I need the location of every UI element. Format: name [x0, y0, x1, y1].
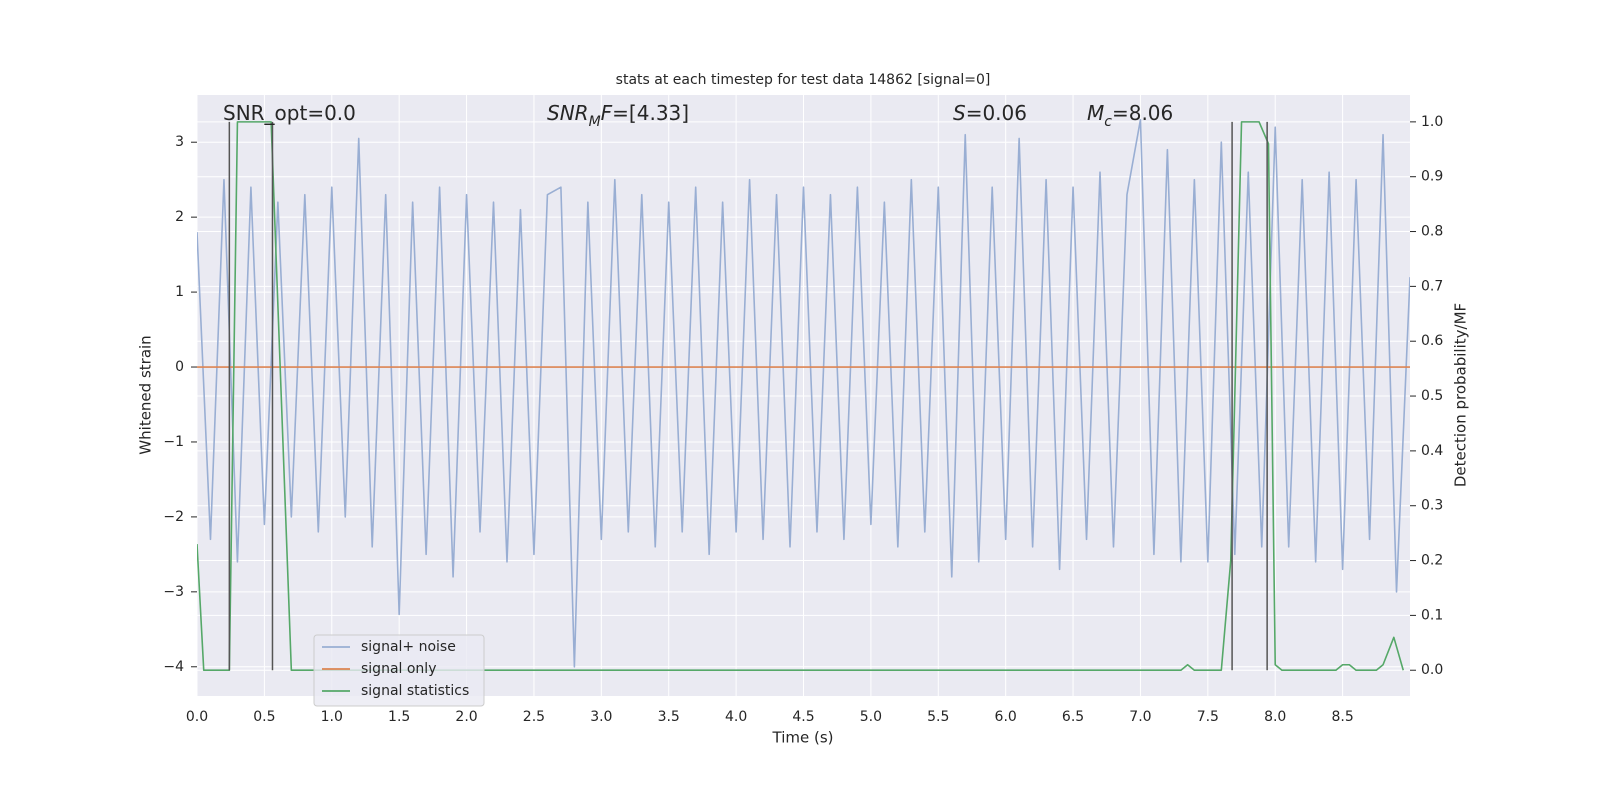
annotations: SNR_opt=0.0 SNRMF=[4.33] S=0.06 Mc=8.06: [223, 101, 1173, 131]
y2-tick-label: 0.5: [1421, 388, 1443, 404]
x-tick-label: 0.0: [186, 709, 208, 725]
x-tick-label: 4.0: [725, 709, 747, 725]
y-tick-label: −4: [163, 659, 184, 675]
y2-tick-label: 0.0: [1421, 662, 1443, 678]
y-tick-label: 1: [175, 284, 184, 300]
annotation-part: =[4.33]: [612, 101, 689, 125]
y-axis-label: Whitened strain: [137, 335, 155, 454]
x-tick-label: 1.5: [388, 709, 410, 725]
y-tick-label: 3: [175, 134, 184, 150]
y2-tick-label: 0.8: [1421, 224, 1443, 240]
y-tick-label: −2: [163, 509, 184, 525]
y2-tick-label: 1.0: [1421, 114, 1443, 130]
y2-tick-label: 0.2: [1421, 553, 1443, 569]
x-tick-label: 8.0: [1264, 709, 1286, 725]
annotation: SNRMF=[4.33]: [547, 101, 689, 131]
annotation-part: M: [1087, 101, 1104, 125]
annotation-part: F: [601, 101, 613, 125]
x-tick-label: 1.0: [321, 709, 343, 725]
legend-label: signal+ noise: [361, 639, 456, 655]
y-tick-label: 0: [175, 359, 184, 375]
x-tick-label: 8.5: [1331, 709, 1353, 725]
annotation-part: S: [953, 101, 966, 125]
y-tick-label: −1: [163, 434, 184, 450]
x-tick-label: 0.5: [253, 709, 275, 725]
annotation-part: SNR_opt=0.0: [223, 101, 356, 125]
marks: [197, 118, 1410, 672]
x-tick-label: 3.5: [658, 709, 680, 725]
y2-tick-label: 0.9: [1421, 169, 1443, 185]
y-tick-label: −3: [163, 584, 184, 600]
y2-tick-label: 0.1: [1421, 607, 1443, 623]
x-axis-label: Time (s): [772, 729, 834, 747]
x-tick-label: 7.0: [1129, 709, 1151, 725]
x-tick-label: 6.0: [995, 709, 1017, 725]
x-tick-label: 2.5: [523, 709, 545, 725]
chart-title: stats at each timestep for test data 148…: [616, 72, 991, 88]
y2-tick-label: 0.4: [1421, 443, 1443, 459]
y2-tick-label: 0.3: [1421, 498, 1443, 514]
x-tick-label: 3.0: [590, 709, 612, 725]
annotation: SNR_opt=0.0: [223, 101, 356, 125]
series-line: [197, 118, 1410, 668]
legend-label: signal only: [361, 661, 436, 677]
annotation-part: c: [1104, 114, 1112, 130]
x-tick-label: 2.0: [455, 709, 477, 725]
y2-tick-label: 0.6: [1421, 333, 1443, 349]
y2-axis-label: Detection probability/MF: [1452, 303, 1470, 487]
x-tick-label: 6.5: [1062, 709, 1084, 725]
series-line: [197, 121, 1405, 672]
annotation-part: M: [589, 114, 601, 130]
x-tick-label: 4.5: [792, 709, 814, 725]
x-tick-label: 5.0: [860, 709, 882, 725]
y2-tick-label: 0.7: [1421, 278, 1443, 294]
x-tick-label: 7.5: [1197, 709, 1219, 725]
annotation-part: SNR: [547, 101, 589, 125]
annotation: S=0.06: [953, 101, 1027, 125]
annotation-part: =8.06: [1112, 101, 1173, 125]
y-tick-label: 2: [175, 209, 184, 225]
annotation-part: =0.06: [966, 101, 1027, 125]
legend-box: [313, 634, 485, 707]
legend: signal+ noise signal only signal statistic…: [313, 634, 485, 707]
legend-label: signal statistics: [361, 683, 469, 699]
annotation: Mc=8.06: [1087, 101, 1173, 131]
x-tick-label: 5.5: [927, 709, 949, 725]
